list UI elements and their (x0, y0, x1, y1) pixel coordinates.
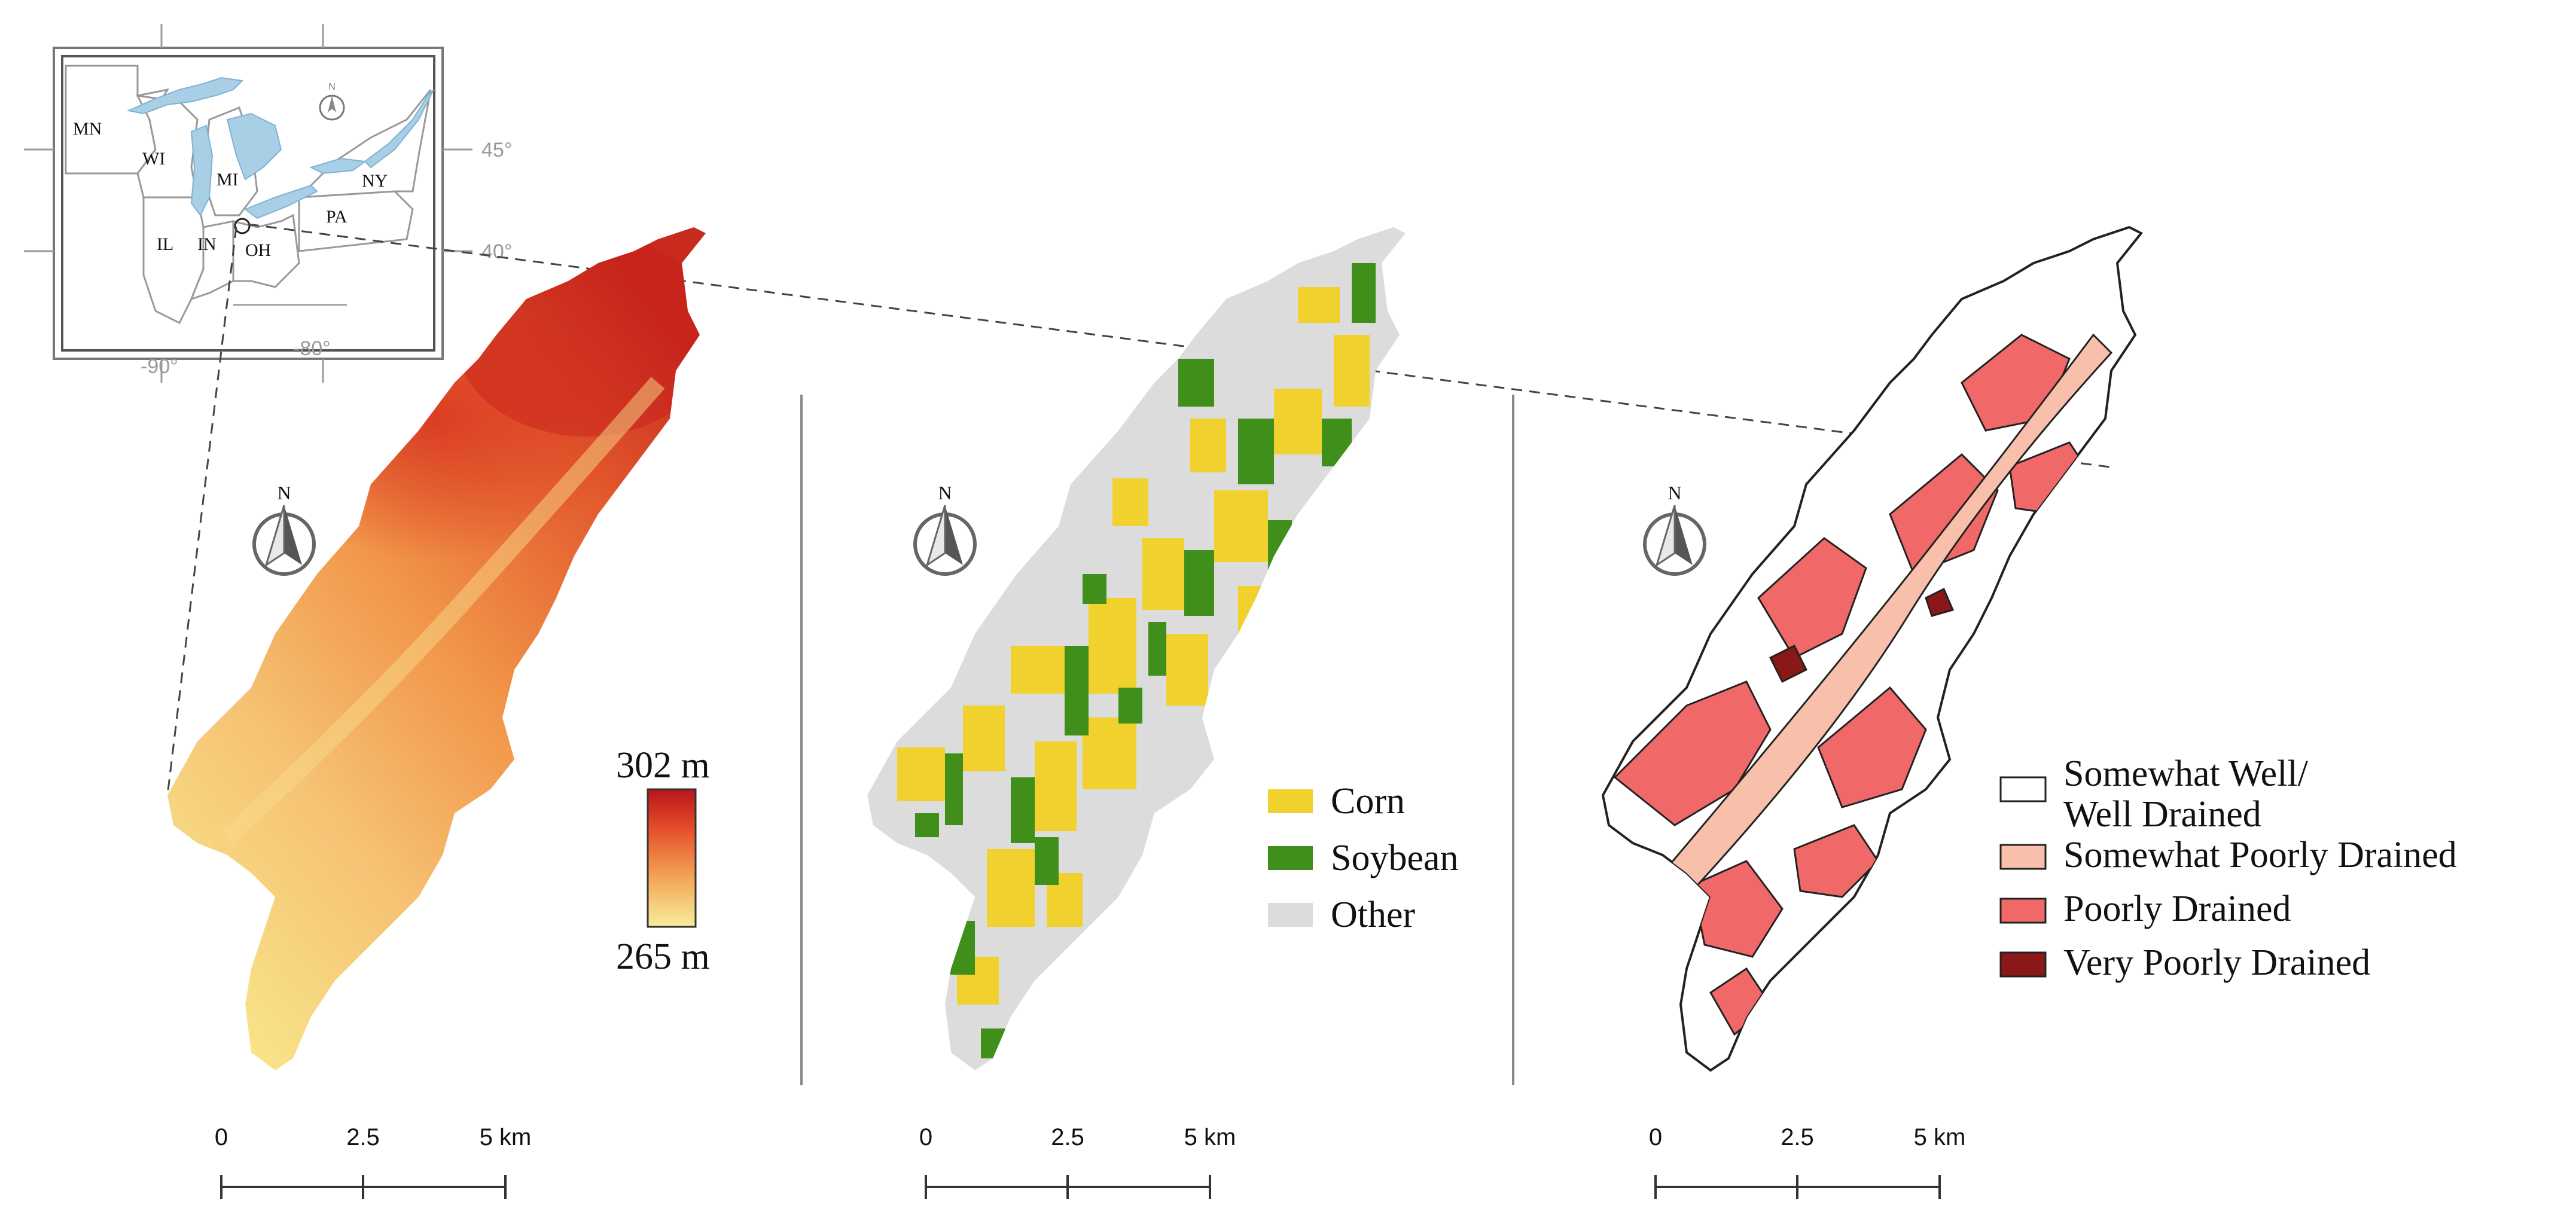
legend-label-soybean: Soybean (1331, 838, 1459, 878)
lake-erie (243, 184, 318, 219)
legend-swatch-well-drained (1999, 776, 2047, 802)
state-label-wi: WI (142, 149, 165, 169)
north-label: N (277, 482, 291, 503)
state-label-mn: MN (73, 119, 102, 139)
elevation-colorbar (647, 788, 697, 928)
scalebar-label-0: 0 (215, 1124, 228, 1150)
legend-label-very-poorly: Very Poorly Drained (2063, 942, 2370, 983)
scalebar-label-5km: 5 km (1184, 1124, 1236, 1150)
legend-label-poorly: Poorly Drained (2063, 889, 2291, 929)
north-label: N (1667, 482, 1681, 503)
scalebar-elevation: 0 2.5 5 km (215, 1124, 531, 1199)
lat-label-40: 40° (481, 240, 512, 263)
inset-great-lakes (126, 77, 434, 219)
north-arrow-icon: N (913, 482, 977, 576)
scalebar-label-2-5: 2.5 (1781, 1124, 1814, 1150)
scalebar-drainage: 0 2.5 5 km (1649, 1124, 1965, 1199)
drainage-map (1601, 225, 2144, 1072)
scalebar-label-0: 0 (919, 1124, 932, 1150)
state-label-mi: MI (217, 170, 239, 190)
inset-locator-map: N MN WI MI NY PA IL IN OH 45° 40° -90° -… (24, 24, 512, 383)
legend-label-somewhat-poorly: Somewhat Poorly Drained (2063, 835, 2457, 875)
north-label: N (938, 482, 952, 503)
lon-label-90: -90° (141, 355, 178, 378)
legend-swatch-other (1268, 903, 1313, 927)
legend-label-other: Other (1331, 895, 1416, 935)
lat-label-45: 45° (481, 139, 512, 161)
elevation-legend: 302 m 265 m (616, 745, 710, 977)
scalebar-label-5km: 5 km (1914, 1124, 1966, 1150)
state-label-pa: PA (326, 207, 347, 227)
lake-huron (226, 112, 282, 181)
scalebar-label-0: 0 (1649, 1124, 1662, 1150)
legend-swatch-corn (1268, 789, 1313, 813)
inset-north-arrow: N (319, 82, 345, 121)
scalebar-label-5km: 5 km (480, 1124, 532, 1150)
panel-elevation: N 302 m 265 m 0 2.5 5 km (167, 227, 710, 1199)
legend-swatch-very-poorly (1999, 951, 2047, 978)
state-label-il: IL (157, 234, 173, 254)
north-arrow-icon: N (252, 482, 316, 576)
state-label-ny: NY (362, 171, 388, 191)
st-lawrence-river (364, 89, 434, 169)
svg-text:N: N (328, 82, 336, 92)
zoom-connector-lines (166, 223, 2115, 796)
drainage-legend: Somewhat Well/ Well Drained Somewhat Poo… (1999, 753, 2457, 983)
lake-superior (126, 77, 244, 115)
scalebar-landuse: 0 2.5 5 km (919, 1124, 1236, 1199)
panel-landuse: N Corn Soybean Other 0 2.5 5 km (867, 227, 1459, 1199)
inset-ticks (24, 24, 472, 383)
lon-label-80: -80° (293, 337, 331, 360)
legend-label-well-drained-line2: Well Drained (2063, 794, 2261, 835)
lake-michigan (190, 124, 214, 216)
legend-swatch-soybean (1268, 846, 1313, 870)
lake-ontario (309, 157, 367, 175)
elevation-max-label: 302 m (616, 745, 710, 786)
landuse-map (867, 227, 1406, 1070)
state-oh (232, 213, 300, 288)
inset-states (65, 65, 432, 325)
legend-swatch-poorly (1999, 898, 2047, 924)
inset-state-labels: MN WI MI NY PA IL IN OH (73, 119, 388, 260)
legend-swatch-somewhat-poorly (1999, 844, 2047, 870)
study-area-marker (234, 218, 251, 234)
scalebar-label-2-5: 2.5 (346, 1124, 380, 1150)
panel-drainage: N Somewhat Well/ Well Drained Somewhat P… (1601, 225, 2457, 1199)
legend-label-corn: Corn (1331, 781, 1405, 822)
scalebar-label-2-5: 2.5 (1051, 1124, 1084, 1150)
inset-inner-frame (61, 55, 435, 352)
legend-label-well-drained-line1: Somewhat Well/ (2063, 753, 2309, 794)
state-label-in: IN (197, 234, 217, 254)
state-label-oh: OH (245, 240, 271, 260)
north-arrow-icon: N (1643, 482, 1706, 576)
landuse-legend: Corn Soybean Other (1268, 781, 1459, 935)
elevation-min-label: 265 m (616, 936, 710, 977)
inset-coordinate-labels: 45° 40° -90° -80° (141, 139, 512, 378)
